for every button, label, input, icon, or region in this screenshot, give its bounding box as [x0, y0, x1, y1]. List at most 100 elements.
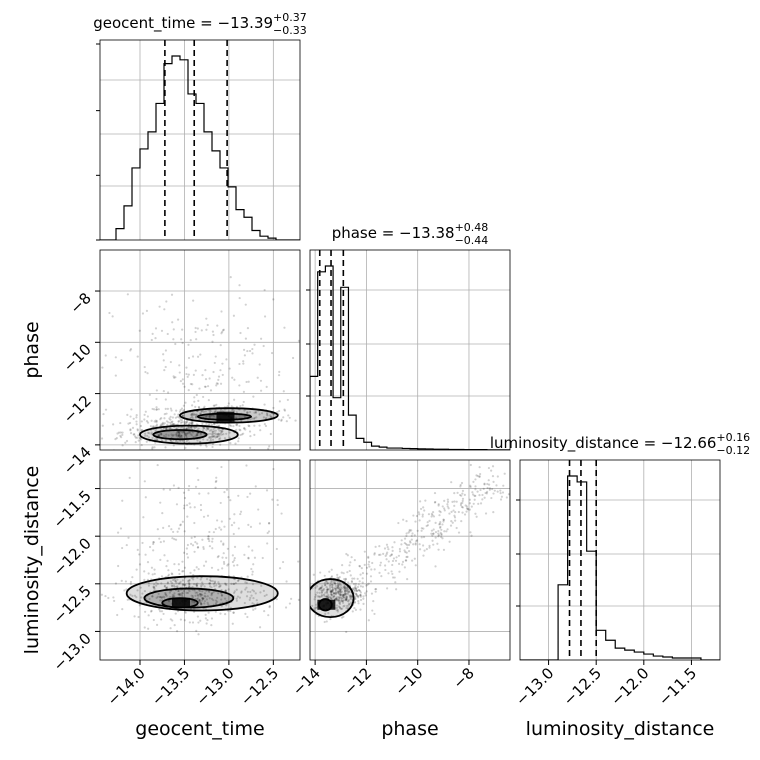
scatter-point	[160, 610, 164, 613]
scatter-point	[147, 436, 151, 439]
scatter-point	[216, 382, 219, 385]
scatter-point	[178, 594, 182, 597]
scatter-point	[211, 438, 215, 441]
scatter-point	[252, 395, 255, 398]
scatter-point	[183, 583, 186, 586]
scatter-point	[165, 594, 168, 597]
scatter-point	[207, 537, 210, 541]
scatter-point	[199, 432, 202, 436]
scatter-point	[347, 581, 350, 584]
scatter-point	[378, 571, 381, 574]
scatter-point	[178, 431, 181, 434]
scatter-point	[337, 597, 341, 600]
scatter-point	[178, 572, 181, 576]
scatter-point	[200, 410, 203, 413]
scatter-point	[176, 431, 179, 434]
scatter-point	[339, 593, 342, 596]
scatter-point	[431, 534, 434, 537]
scatter-point	[278, 400, 281, 403]
scatter-point	[219, 369, 222, 372]
density-region	[153, 430, 207, 440]
scatter-point	[191, 585, 194, 589]
scatter-point	[384, 564, 387, 567]
scatter-point	[162, 353, 165, 356]
scatter-point	[164, 365, 167, 369]
scatter-point	[181, 579, 184, 582]
scatter-point	[162, 612, 165, 616]
scatter-point	[175, 409, 178, 412]
contour-line	[125, 575, 279, 612]
scatter-point	[185, 504, 189, 507]
scatter-point	[266, 414, 269, 417]
scatter-point	[357, 596, 360, 599]
scatter-point	[468, 508, 471, 511]
scatter-point	[174, 538, 178, 541]
scatter-point	[124, 441, 127, 444]
scatter-point	[232, 611, 235, 614]
scatter-point	[175, 435, 178, 438]
scatter-point	[349, 596, 352, 599]
scatter-point	[344, 589, 347, 592]
scatter-point	[334, 588, 337, 591]
scatter-point	[354, 597, 357, 600]
scatter-point	[183, 504, 186, 507]
scatter-point	[353, 586, 357, 589]
scatter-point	[334, 589, 338, 592]
scatter-point	[434, 521, 437, 524]
scatter-point	[176, 415, 179, 419]
scatter-point	[212, 435, 215, 438]
scatter-point	[337, 605, 341, 608]
scatter-point	[323, 584, 327, 587]
scatter-point	[155, 581, 158, 584]
scatter-point	[337, 592, 341, 595]
scatter-point	[242, 360, 245, 363]
scatter-point	[203, 427, 206, 430]
scatter-point	[147, 581, 150, 585]
scatter-point	[176, 440, 179, 443]
scatter-point	[180, 418, 184, 422]
scatter-point	[414, 564, 417, 567]
scatter-point	[196, 355, 200, 358]
scatter-point	[238, 428, 241, 431]
scatter-point	[328, 584, 331, 587]
scatter-point	[189, 426, 192, 430]
scatter-point	[145, 420, 149, 423]
scatter-point	[155, 596, 158, 599]
scatter-point	[290, 597, 293, 600]
scatter-point	[121, 499, 124, 502]
scatter-point	[199, 602, 202, 605]
scatter-point	[258, 522, 262, 525]
scatter-point	[144, 370, 147, 374]
scatter-point	[187, 373, 190, 376]
scatter-point	[219, 501, 222, 505]
scatter-point	[259, 379, 263, 382]
scatter-point	[173, 538, 176, 541]
scatter-point	[348, 598, 351, 601]
scatter-point	[215, 382, 218, 385]
scatter-point	[343, 593, 346, 596]
scatter-point	[343, 578, 346, 581]
scatter-point	[247, 545, 250, 548]
scatter-point	[336, 576, 339, 579]
scatter-point	[331, 586, 334, 589]
scatter-point	[370, 568, 373, 571]
scatter-point	[432, 543, 435, 546]
scatter-point	[265, 593, 268, 597]
scatter-point	[208, 539, 211, 543]
scatter-point	[90, 603, 92, 605]
scatter-point	[183, 530, 186, 533]
scatter-point	[151, 447, 154, 450]
scatter-point	[188, 431, 191, 434]
scatter-point	[321, 585, 324, 588]
scatter-point	[339, 590, 342, 593]
scatter-point	[208, 545, 212, 548]
scatter-point	[197, 427, 200, 430]
scatter-point	[235, 428, 238, 431]
scatter-point	[185, 439, 188, 443]
scatter-point	[359, 585, 362, 588]
scatter-point	[393, 541, 396, 544]
scatter-point	[135, 596, 138, 599]
scatter-point	[239, 429, 242, 432]
scatter-point	[210, 617, 214, 620]
scatter-point	[198, 599, 201, 602]
